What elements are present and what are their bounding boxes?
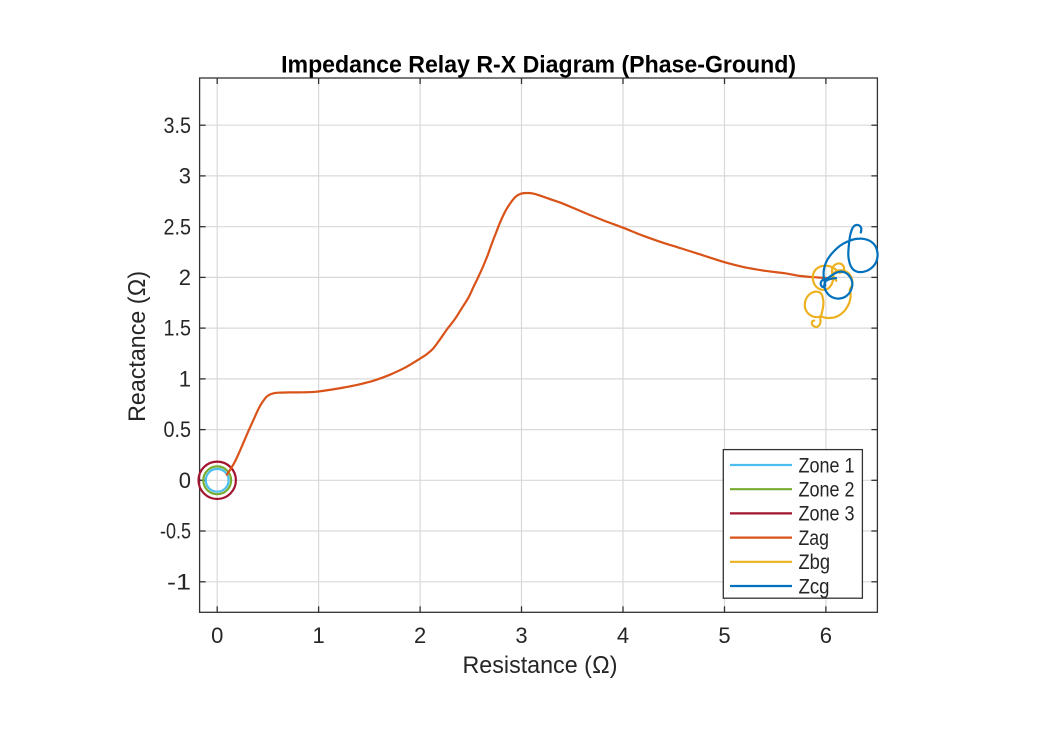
svg-text:Zag: Zag	[799, 527, 830, 550]
svg-text:4: 4	[617, 623, 629, 648]
svg-text:Zone 2: Zone 2	[799, 479, 855, 502]
svg-text:Zbg: Zbg	[799, 551, 831, 574]
svg-text:Zcg: Zcg	[799, 575, 830, 598]
svg-text:1: 1	[179, 367, 191, 392]
svg-text:0: 0	[179, 468, 191, 493]
svg-text:1.5: 1.5	[164, 316, 192, 341]
svg-text:3: 3	[179, 164, 191, 189]
svg-text:1: 1	[312, 623, 324, 648]
svg-text:2: 2	[414, 623, 426, 648]
svg-text:Zone 1: Zone 1	[799, 454, 855, 477]
svg-text:Resistance (Ω): Resistance (Ω)	[463, 652, 618, 679]
svg-text:0.5: 0.5	[164, 417, 192, 442]
svg-text:Impedance Relay R-X Diagram (P: Impedance Relay R-X Diagram (Phase-Groun…	[281, 52, 796, 79]
svg-text:0: 0	[211, 623, 223, 648]
svg-text:-0.5: -0.5	[160, 519, 191, 544]
svg-text:Reactance (Ω): Reactance (Ω)	[124, 271, 151, 422]
svg-text:3.5: 3.5	[164, 113, 192, 138]
svg-text:6: 6	[820, 623, 832, 648]
svg-text:Zone 3: Zone 3	[799, 503, 855, 526]
svg-text:5: 5	[718, 623, 730, 648]
svg-text:2.5: 2.5	[164, 214, 192, 239]
svg-text:2: 2	[179, 265, 191, 290]
svg-text:3: 3	[515, 623, 527, 648]
svg-text:-1: -1	[167, 569, 191, 594]
